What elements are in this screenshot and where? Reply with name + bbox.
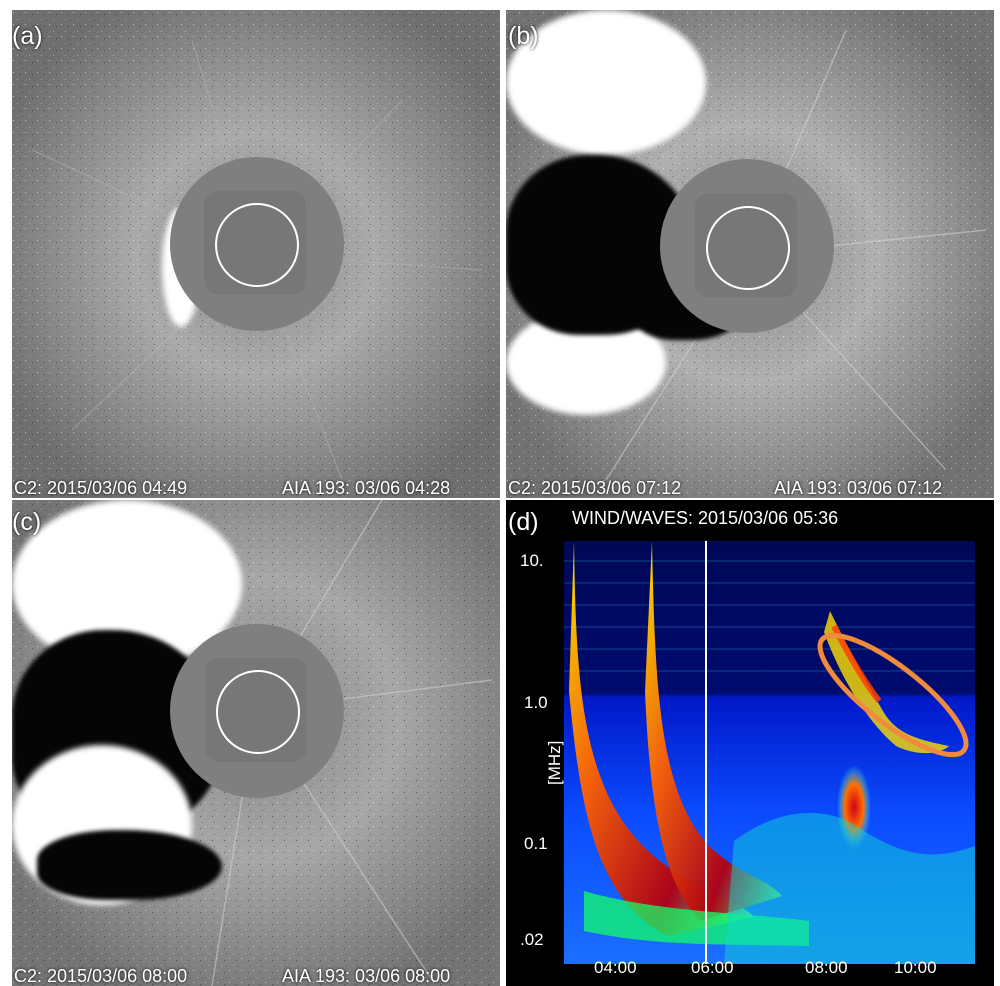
vertical-time-marker (705, 541, 707, 964)
y-tick-1: 1.0 (524, 693, 548, 712)
low-frequency-cloud (724, 812, 975, 964)
aia-timestamp: AIA 193: 03/06 04:28 (282, 478, 451, 498)
panel-letter-a: (a) (12, 22, 43, 50)
type-iii-burst-1 (569, 541, 754, 936)
highlight-ellipse (817, 632, 969, 758)
type-iii-tail (584, 891, 809, 946)
spectrogram-title: WIND/WAVES: 2015/03/06 05:36 (572, 508, 839, 528)
c2-image-panel-a: (a) C2: 2015/03/06 04:49 AIA 193: 03/06 … (12, 10, 500, 498)
c2-timestamp: C2: 2015/03/06 04:49 (14, 478, 188, 498)
x-tick-0600: 06:00 (691, 958, 734, 977)
y-axis-label: [MHz] (545, 740, 564, 785)
interval-emission-patch (837, 765, 871, 849)
cme-dark-filament (37, 830, 222, 900)
c2-image-panel-b: (b) C2: 2015/03/06 07:12 AIA 193: 03/06 … (506, 10, 994, 498)
cme-bright-front (506, 10, 706, 155)
solar-limb-circle (215, 203, 299, 287)
x-tick-1000: 10:00 (894, 958, 937, 977)
y-tick-10: 10. (520, 551, 544, 570)
type-iii-burst-2 (645, 541, 782, 921)
y-tick-0-02: .02 (520, 930, 544, 949)
panel-letter-b: (b) (508, 22, 539, 50)
aia-timestamp: AIA 193: 03/06 08:00 (282, 966, 451, 986)
c2-timestamp: C2: 2015/03/06 08:00 (14, 966, 188, 986)
c2-image-panel-c: (c) C2: 2015/03/06 08:00 AIA 193: 03/06 … (12, 500, 500, 986)
solar-limb-circle (216, 670, 300, 754)
panel-letter-c: (c) (12, 508, 42, 536)
c2-timestamp: C2: 2015/03/06 07:12 (508, 478, 682, 498)
x-tick-0400: 04:00 (594, 958, 637, 977)
x-tick-0800: 08:00 (805, 958, 848, 977)
spectrogram-image (564, 541, 975, 964)
dynamic-spectrum (564, 541, 975, 964)
spectrogram-panel-d: (d) WIND/WAVES: 2015/03/06 05:36 (506, 500, 994, 986)
aia-timestamp: AIA 193: 03/06 07:12 (774, 478, 943, 498)
solar-limb-circle (706, 206, 790, 290)
y-tick-0-1: 0.1 (524, 834, 548, 853)
panel-letter-d: (d) (508, 508, 539, 536)
